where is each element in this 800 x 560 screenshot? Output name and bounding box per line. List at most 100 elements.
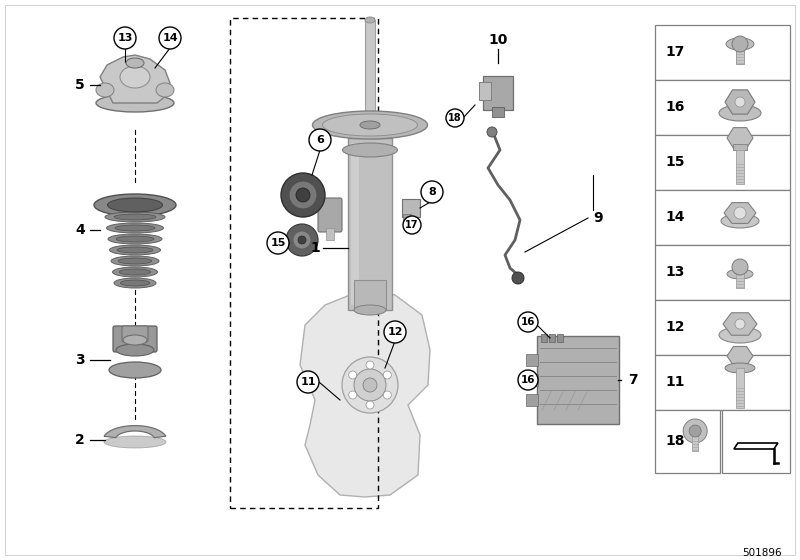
Ellipse shape [322,114,418,136]
Circle shape [159,27,181,49]
Ellipse shape [107,198,162,212]
FancyBboxPatch shape [541,334,547,342]
Text: 18: 18 [448,113,462,123]
Ellipse shape [719,327,761,343]
Ellipse shape [113,267,158,277]
Ellipse shape [123,335,147,345]
Ellipse shape [365,17,375,23]
Ellipse shape [727,269,753,279]
Text: 18: 18 [665,434,685,448]
Text: 16: 16 [521,317,535,327]
Ellipse shape [156,83,174,97]
FancyBboxPatch shape [113,326,157,352]
Text: 8: 8 [428,187,436,197]
Ellipse shape [119,269,150,275]
Ellipse shape [114,278,156,288]
Circle shape [286,224,318,256]
Circle shape [732,259,748,275]
Text: 16: 16 [665,100,684,114]
FancyBboxPatch shape [655,355,790,410]
Ellipse shape [117,247,153,253]
FancyBboxPatch shape [402,199,420,217]
Ellipse shape [96,83,114,97]
FancyBboxPatch shape [655,80,790,135]
Polygon shape [734,443,778,449]
FancyBboxPatch shape [365,20,375,120]
Ellipse shape [120,66,150,88]
Ellipse shape [118,258,152,264]
Ellipse shape [109,362,161,378]
FancyBboxPatch shape [557,334,563,342]
Circle shape [297,371,319,393]
FancyBboxPatch shape [354,280,386,310]
Ellipse shape [106,223,163,233]
FancyBboxPatch shape [492,107,504,117]
FancyBboxPatch shape [655,245,790,300]
Circle shape [487,127,497,137]
FancyBboxPatch shape [479,82,491,100]
Text: 12: 12 [387,327,402,337]
Ellipse shape [110,245,161,255]
FancyBboxPatch shape [655,135,790,190]
Text: 14: 14 [665,210,685,224]
Circle shape [383,391,391,399]
Ellipse shape [114,214,156,220]
Ellipse shape [120,280,150,286]
FancyBboxPatch shape [736,272,744,288]
Text: 17: 17 [665,45,684,59]
Text: 6: 6 [316,135,324,145]
Circle shape [384,321,406,343]
Ellipse shape [116,344,154,356]
Ellipse shape [342,143,398,157]
FancyBboxPatch shape [403,214,411,222]
Circle shape [366,361,374,369]
Circle shape [735,319,745,329]
Ellipse shape [360,121,380,129]
Circle shape [309,129,331,151]
FancyBboxPatch shape [122,326,148,342]
Polygon shape [100,55,170,103]
Circle shape [383,371,391,379]
Ellipse shape [313,111,427,139]
Circle shape [732,36,748,52]
Text: 12: 12 [665,320,685,334]
Text: 9: 9 [593,211,602,225]
FancyBboxPatch shape [351,143,359,305]
Text: 13: 13 [118,33,133,43]
Polygon shape [723,312,757,335]
FancyBboxPatch shape [722,410,790,473]
FancyBboxPatch shape [736,150,744,184]
Circle shape [296,188,310,202]
Text: 7: 7 [628,373,638,387]
Circle shape [363,378,377,392]
Ellipse shape [108,234,162,244]
Text: 11: 11 [300,377,316,387]
Text: 501896: 501896 [742,548,782,558]
Polygon shape [727,128,753,148]
FancyBboxPatch shape [348,138,392,310]
Ellipse shape [725,363,755,373]
FancyBboxPatch shape [483,76,513,110]
Text: 13: 13 [665,265,684,279]
FancyBboxPatch shape [692,431,698,451]
FancyBboxPatch shape [326,228,334,240]
Ellipse shape [94,194,176,216]
Text: 10: 10 [488,33,508,47]
Ellipse shape [354,305,386,315]
Ellipse shape [104,436,166,448]
FancyBboxPatch shape [655,410,720,473]
Circle shape [114,27,136,49]
Ellipse shape [105,212,165,222]
FancyBboxPatch shape [655,300,790,355]
FancyBboxPatch shape [549,334,555,342]
Circle shape [293,231,311,249]
Circle shape [421,181,443,203]
Text: 15: 15 [270,238,286,248]
FancyBboxPatch shape [537,336,619,424]
Circle shape [735,97,745,107]
FancyBboxPatch shape [655,190,790,245]
Circle shape [289,181,317,209]
Ellipse shape [111,256,159,266]
Polygon shape [300,290,430,497]
Circle shape [734,207,746,219]
